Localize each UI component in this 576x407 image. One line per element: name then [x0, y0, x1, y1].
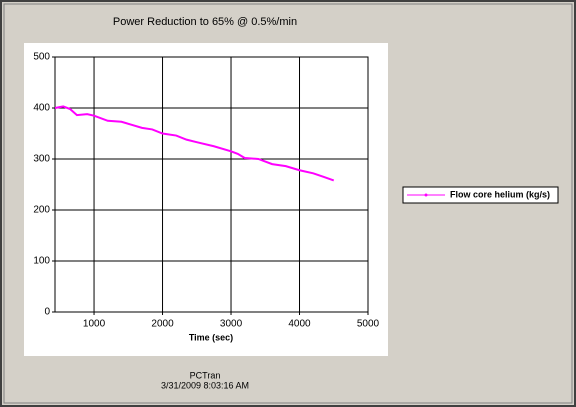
plot-border	[54, 56, 369, 313]
data-line	[54, 105, 335, 182]
chart-title: Power Reduction to 65% @ 0.5%/min	[113, 16, 297, 28]
y-tick-label: 500	[33, 52, 50, 63]
y-tick-label: 400	[33, 103, 50, 114]
y-tick-label: 0	[44, 307, 50, 318]
x-tick-label: 2000	[151, 319, 174, 330]
plot-panel	[24, 43, 388, 356]
y-tick-label: 300	[33, 154, 50, 165]
footer-text: 3/31/2009 8:03:16 AM	[161, 380, 249, 390]
legend-box	[402, 186, 559, 204]
x-tick-label: 4000	[288, 319, 311, 330]
x-axis-label: Time (sec)	[189, 332, 233, 342]
x-tick-label: 1000	[83, 319, 106, 330]
x-tick-label: 3000	[220, 319, 243, 330]
legend-marker	[424, 193, 428, 197]
y-tick-label: 100	[33, 256, 50, 267]
legend-label: Flow core helium (kg/s)	[450, 189, 550, 199]
x-tick-label: 5000	[357, 319, 380, 330]
y-tick-label: 200	[33, 205, 50, 216]
window-inner-frame	[3, 3, 573, 404]
footer-text: PCTran	[190, 370, 221, 380]
